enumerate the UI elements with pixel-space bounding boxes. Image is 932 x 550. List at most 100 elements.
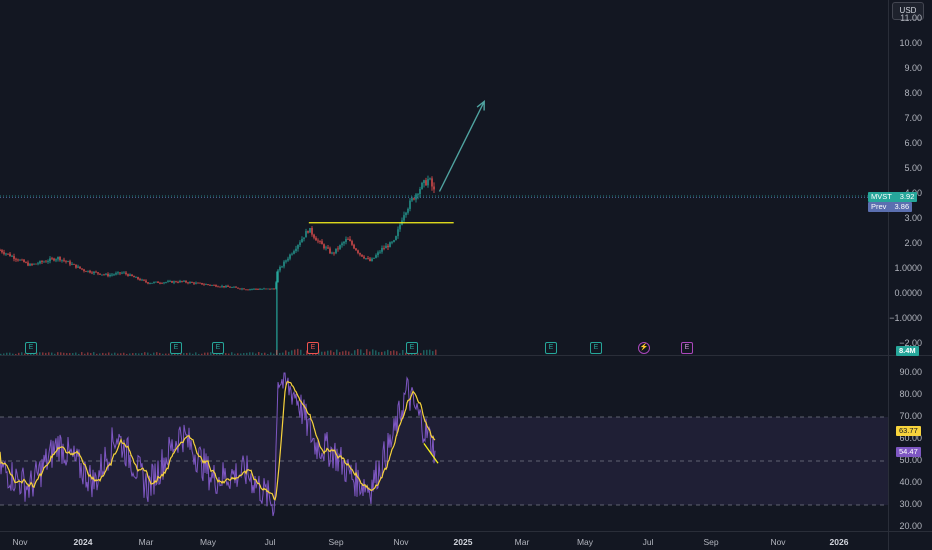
volume-bar — [153, 352, 155, 355]
volume-bar — [54, 353, 56, 355]
volume-bar — [24, 353, 26, 355]
candle-body — [307, 231, 309, 233]
volume-bar — [336, 349, 338, 355]
candle-body — [293, 251, 295, 254]
earnings-icon[interactable]: E — [212, 342, 224, 354]
volume-bar — [348, 351, 350, 355]
earnings-icon[interactable]: E — [545, 342, 557, 354]
volume-bar — [57, 352, 59, 355]
candle-body — [45, 261, 47, 263]
volume-bar — [228, 353, 230, 355]
volume-bar — [21, 352, 23, 355]
candle-body — [27, 262, 29, 266]
candle-body — [131, 274, 133, 277]
candle-body — [283, 261, 285, 267]
candle-body — [327, 247, 329, 249]
candle-body — [315, 237, 317, 241]
time-axis-label: 2025 — [453, 537, 473, 547]
candle-body — [379, 251, 381, 253]
candle-body — [185, 280, 187, 283]
candle-body — [193, 282, 195, 284]
candle-body — [267, 288, 269, 290]
volume-bar — [309, 353, 311, 355]
candle-body — [0, 250, 1, 252]
candle-body — [159, 282, 161, 284]
volume-bar — [72, 353, 74, 355]
earnings-icon[interactable]: E — [406, 342, 418, 354]
volume-bar — [330, 350, 332, 355]
candle-body — [173, 281, 175, 283]
candle-body — [237, 287, 239, 289]
earnings-icon[interactable]: E — [25, 342, 37, 354]
candle-body — [391, 241, 393, 243]
rsi-ma-tag: 63.77 — [896, 426, 921, 436]
earnings-icon[interactable]: E — [307, 342, 319, 354]
volume-bar — [183, 353, 185, 355]
candle-body — [189, 282, 191, 284]
volume-bar — [144, 352, 146, 355]
candle-body — [213, 285, 215, 286]
candle-body — [81, 268, 83, 270]
candle-body — [319, 241, 321, 242]
candle-body — [367, 258, 369, 260]
volume-bar — [99, 353, 101, 355]
time-axis-label: Mar — [514, 537, 530, 547]
volume-bar — [321, 351, 323, 355]
candle-body — [175, 281, 177, 283]
volume-bar — [39, 352, 41, 355]
time-axis-label: Jul — [642, 537, 654, 547]
candle-body — [67, 261, 69, 263]
time-axis-label: Mar — [138, 537, 154, 547]
candle-body — [241, 288, 243, 290]
volume-bar — [111, 353, 113, 355]
earnings-icon[interactable]: E — [170, 342, 182, 354]
volume-bar — [294, 349, 296, 355]
candle-body — [61, 259, 63, 261]
candle-body — [17, 259, 19, 261]
volume-bar — [0, 353, 2, 355]
candle-body — [57, 256, 59, 260]
volume-bar — [90, 353, 92, 355]
volume-bar — [66, 353, 68, 355]
candle-body — [273, 288, 275, 290]
candle-body — [337, 248, 339, 250]
volume-bar — [393, 350, 395, 355]
volume-bar — [303, 353, 305, 355]
volume-bar — [81, 352, 83, 355]
volume-bar — [240, 353, 242, 355]
volume-bar — [264, 352, 266, 355]
volume-bar — [204, 352, 206, 355]
candle-body — [287, 258, 289, 261]
candle-body — [35, 263, 37, 265]
volume-bar — [234, 353, 236, 355]
candle-body — [5, 253, 7, 255]
candle-body — [219, 286, 221, 288]
candle-body — [365, 258, 367, 260]
volume-bar — [42, 352, 44, 355]
candle-body — [135, 277, 137, 278]
volume-bar — [333, 352, 335, 355]
candle-body — [125, 272, 127, 275]
candle-body — [139, 279, 141, 281]
dividend-bolt-icon[interactable]: ⚡ — [638, 342, 650, 354]
earnings-icon[interactable]: E — [681, 342, 693, 354]
price-axis-label: 0.0000 — [894, 288, 922, 298]
candle-body — [163, 282, 165, 284]
candle-body — [25, 262, 27, 263]
candle-body — [363, 256, 365, 259]
time-axis-label: May — [199, 537, 217, 547]
earnings-icon[interactable]: E — [590, 342, 602, 354]
currency-button[interactable]: USD — [892, 2, 924, 20]
time-axis-label: Jul — [264, 537, 276, 547]
volume-bar — [273, 353, 275, 355]
volume-bar — [108, 352, 110, 355]
candle-body — [375, 255, 377, 258]
candle-body — [29, 264, 31, 266]
volume-bar — [423, 350, 425, 355]
candle-body — [167, 281, 169, 283]
candle-body — [211, 285, 213, 286]
candle-body — [177, 282, 179, 283]
volume-bar — [15, 353, 17, 355]
candle-body — [47, 261, 49, 262]
